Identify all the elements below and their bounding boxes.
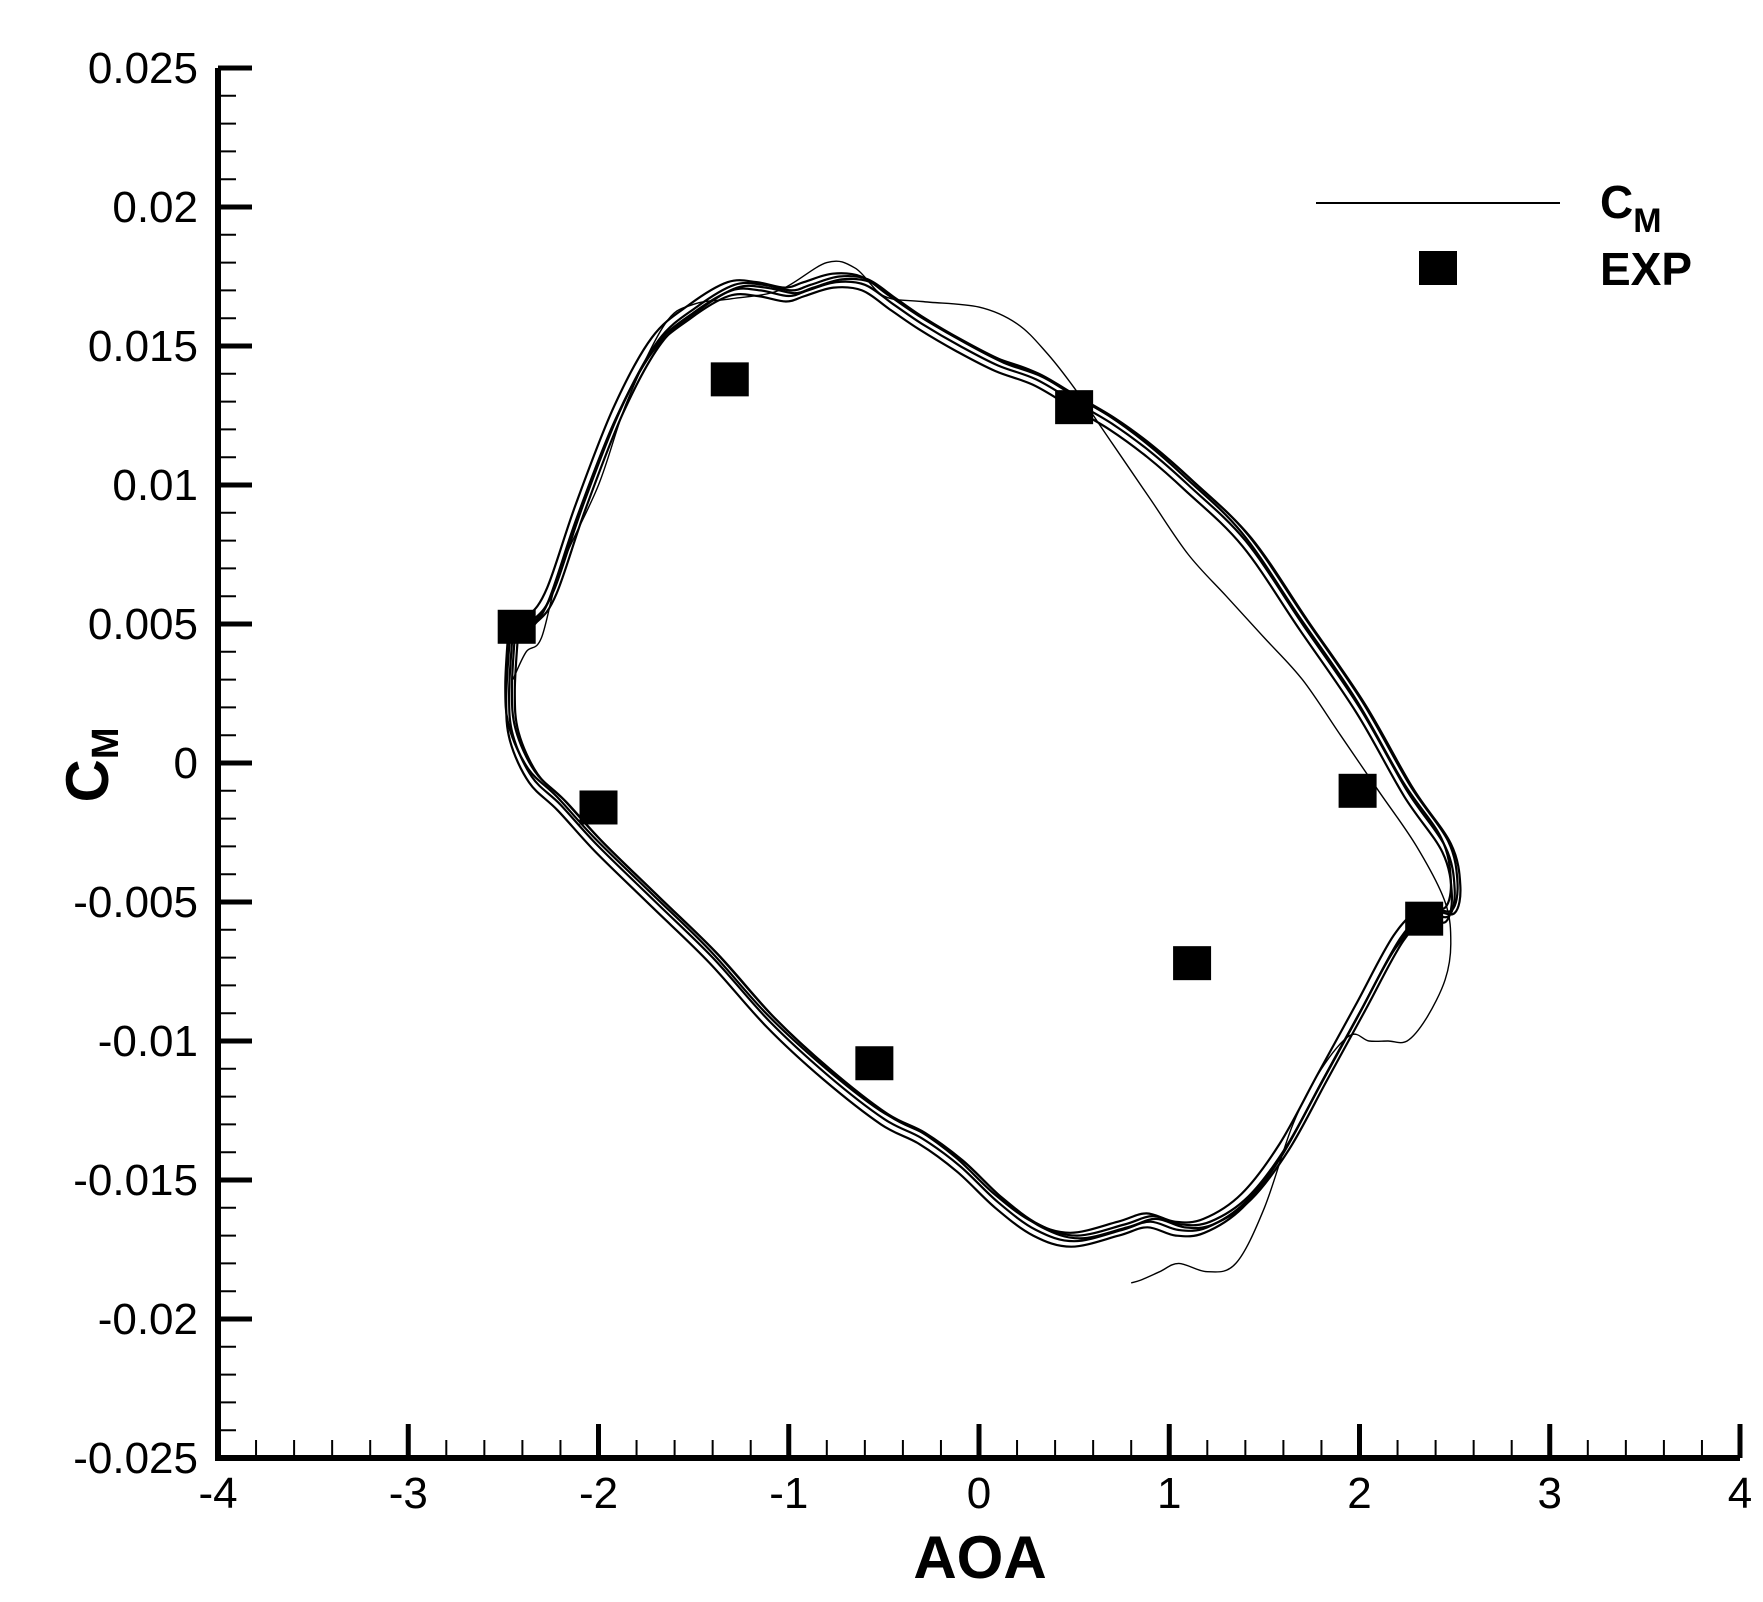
exp-point [710,362,749,397]
x-tick-label: -4 [198,1469,237,1518]
x-tick-label: 1 [1157,1469,1181,1518]
cm-curve-cycle [512,260,1452,1284]
y-tick-label: -0.005 [73,878,198,927]
exp-point [1338,773,1377,808]
y-tick-label: 0.025 [88,44,198,93]
exp-point [497,609,536,644]
legend-cm-sub: M [1633,202,1661,240]
y-tick-label: 0 [174,739,198,788]
y-tick-label: -0.02 [98,1295,198,1344]
y-tick-label: -0.01 [98,1017,198,1066]
legend-cm-main: C [1600,176,1633,228]
legend-exp-marker [1419,251,1457,285]
exp-point [1173,946,1212,981]
cm-curve-cycle [513,277,1462,1240]
exp-point [1405,901,1444,936]
legend-exp-label: EXP [1600,243,1692,295]
series-layer [497,260,1462,1284]
legend-cm-label: CM [1600,176,1662,240]
cm-curve-cycle [505,286,1454,1248]
x-tick-label: -1 [769,1469,808,1518]
exp-point [1055,390,1094,425]
cm-curve-cycle [504,272,1453,1234]
legend: CM EXP [1316,176,1692,295]
cm-curve-cycle [508,280,1456,1243]
x-axis-title: AOA [913,1524,1046,1591]
y-tick-label: -0.015 [73,1156,198,1205]
y-tick-label: 0.01 [112,461,198,510]
y-tick-label: 0.015 [88,322,198,371]
x-tick-label: 2 [1347,1469,1371,1518]
y-tick-label: -0.025 [73,1434,198,1483]
x-tick-label: -3 [389,1469,428,1518]
y-axis-title: CM [54,728,127,803]
x-tick-label: 0 [967,1469,991,1518]
axes-layer: -4 -3 -2 -1 0 1 2 3 4 0.025 0.02 0.015 0.01 0.005 0 -0.… [73,44,1752,1518]
exp-point [855,1046,894,1081]
y-tick-label: 0.02 [112,183,198,232]
y-axis-title-sub: M [85,728,127,760]
x-tick-label: -2 [579,1469,618,1518]
y-tick-label: 0.005 [88,600,198,649]
y-axis-title-main: C [54,759,121,802]
x-tick-label: 3 [1538,1469,1562,1518]
x-tick-label: 4 [1728,1469,1752,1518]
exp-point [579,790,618,825]
